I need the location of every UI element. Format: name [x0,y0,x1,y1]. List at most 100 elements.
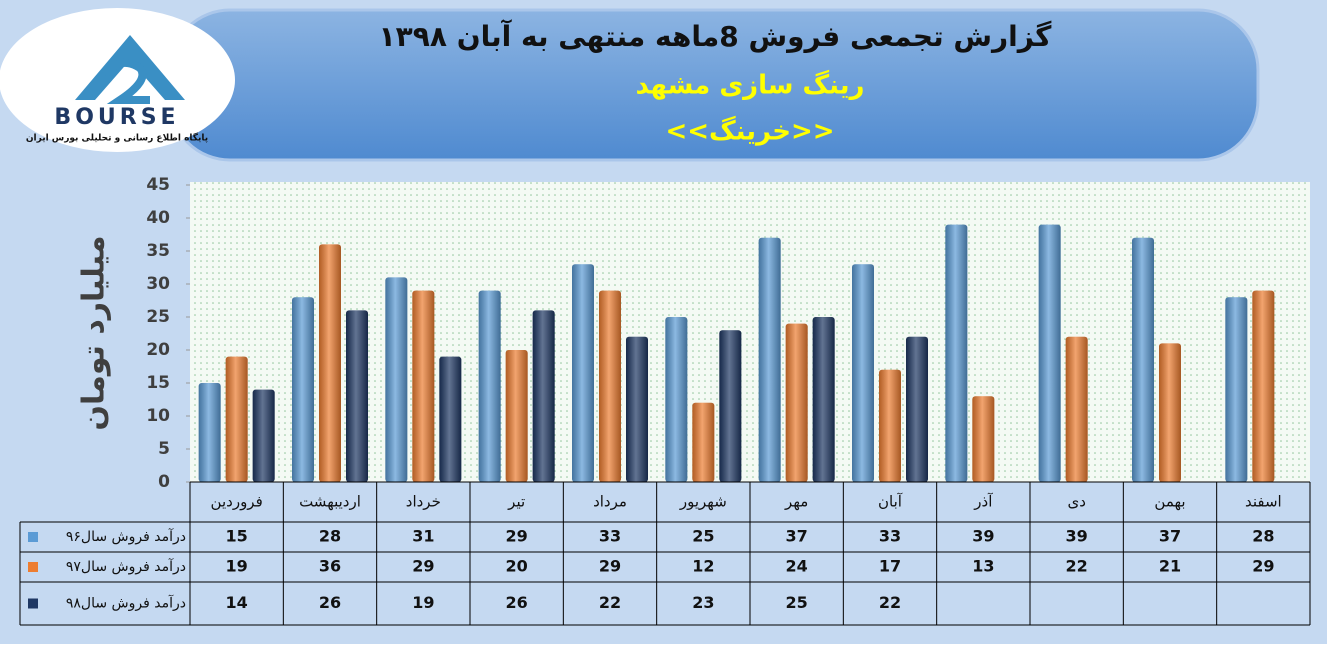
table-value: 29 [506,527,528,546]
x-tick-label: فروردین [211,493,263,511]
bar [412,290,435,482]
bar [906,336,928,482]
table-value: 37 [1159,527,1181,546]
table-value: 14 [226,593,248,612]
table-value: 39 [972,527,994,546]
table-value: 33 [599,527,621,546]
chart-title: گزارش تجمعی فروش 8ماهه منتهی به آبان ۱۳۹… [379,19,1053,53]
bar [319,244,341,482]
y-tick-label: 15 [146,373,170,393]
plot-area [190,182,1310,482]
bar [572,264,594,482]
x-tick-label: اردیبهشت [299,493,361,511]
bar [812,317,835,482]
x-tick-label: شهریور [679,493,727,511]
legend-swatch [28,532,38,542]
logo-mark [101,58,150,104]
bar [1065,336,1088,482]
table-value: 19 [412,593,434,612]
bar [1252,290,1275,482]
table-value: 23 [692,593,714,612]
table-value: 25 [786,593,808,612]
y-tick-label: 20 [146,340,170,360]
table-value: 20 [506,557,528,576]
table-value: 24 [786,557,808,576]
table-value: 15 [226,527,248,546]
bar [252,389,275,482]
table-value: 19 [226,557,248,576]
legend-swatch [28,598,38,609]
logo-background [0,8,235,152]
legend-label: درآمد فروش سال۹۶ [66,528,186,545]
table-value: 29 [412,557,434,576]
bar [478,290,501,482]
table-value: 22 [599,593,621,612]
table-value: 22 [879,593,901,612]
bar [346,310,368,482]
x-tick-label: بهمن [1154,493,1185,511]
bar [1225,297,1248,482]
table-value: 31 [412,527,434,546]
bar [945,224,968,482]
bar [852,264,874,482]
table-value: 12 [692,557,714,576]
y-tick-label: 0 [158,472,170,492]
bar [532,310,555,482]
table-value: 36 [319,557,341,576]
bar [439,356,462,482]
y-tick-label: 30 [146,274,170,294]
legend-swatch [28,562,38,572]
x-tick-label: مهر [784,493,808,511]
x-tick-label: دی [1067,493,1085,511]
table-value: 29 [599,557,621,576]
bar [719,330,742,482]
logo-mark [75,35,185,100]
table-value: 17 [879,557,901,576]
legend-label: درآمد فروش سال۹۷ [66,558,186,575]
table-value: 25 [692,527,714,546]
y-tick-label: 40 [146,208,170,228]
table-value: 37 [786,527,808,546]
annotation: <<خرینگ>> [665,116,834,147]
logo-name: BOURSE [54,105,179,130]
bar [626,336,648,482]
x-tick-label: آبان [878,493,903,511]
bar [692,402,715,482]
y-tick-label: 5 [158,439,170,459]
x-tick-label: مرداد [593,493,627,511]
y-tick-label: 25 [146,307,170,327]
x-tick-label: آذر [973,493,993,511]
legend-label: درآمد فروش سال۹۸ [66,595,186,612]
y-tick-label: 35 [146,241,170,261]
table-value: 13 [972,557,994,576]
bar [879,369,901,482]
bar [599,290,621,482]
y-tick-label: 45 [146,175,170,195]
bar [972,396,995,482]
bar [1159,343,1181,482]
x-tick-label: خرداد [406,493,441,511]
table-value: 33 [879,527,901,546]
bar [198,383,221,482]
table-value: 28 [1252,527,1274,546]
x-tick-label: تیر [507,493,525,511]
bar [785,323,808,482]
x-tick-label: اسفند [1245,493,1282,511]
table-value: 22 [1066,557,1088,576]
bar [665,317,688,482]
bar [1038,224,1061,482]
bar [292,297,314,482]
table-value: 29 [1252,557,1274,576]
chart-subtitle: رینگ سازی مشهد [636,70,865,101]
bar [1132,237,1154,482]
bar [385,277,408,482]
table-value: 28 [319,527,341,546]
table-value: 26 [506,593,528,612]
table-value: 21 [1159,557,1181,576]
bar [758,237,781,482]
logo-tagline: پایگاه اطلاع رسانی و تحلیلی بورس ایران [26,132,208,144]
bar [225,356,248,482]
table-value: 26 [319,593,341,612]
